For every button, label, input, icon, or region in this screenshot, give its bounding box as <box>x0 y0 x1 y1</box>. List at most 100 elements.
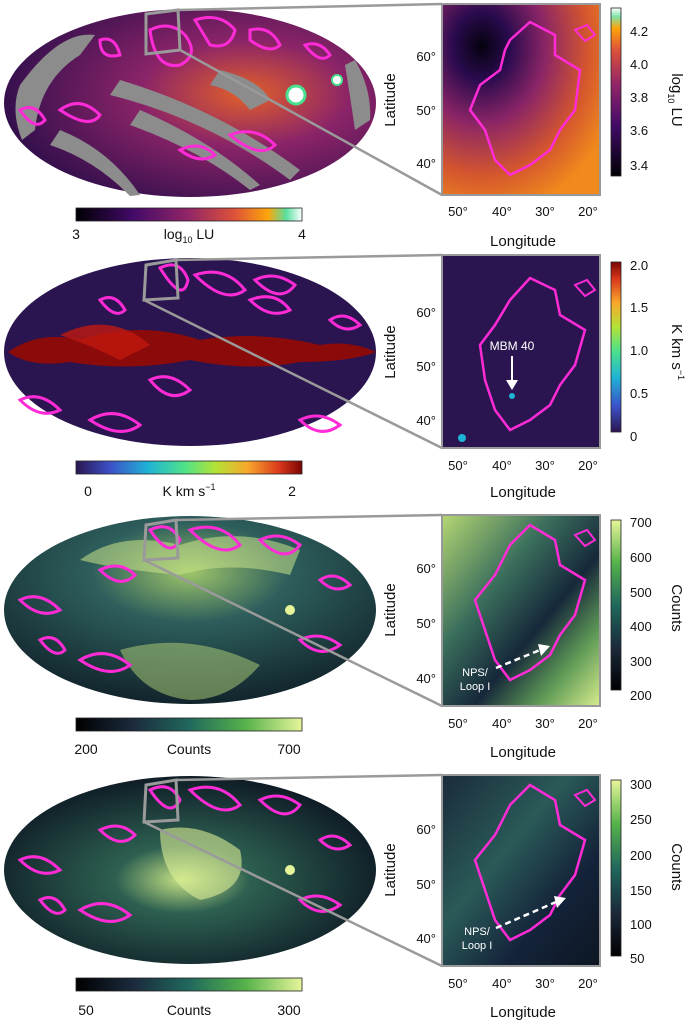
zoom-x-tick: 50° <box>448 716 468 731</box>
zoom-x-tick: 50° <box>448 204 468 219</box>
zoom-y-tick: 40° <box>416 413 436 428</box>
mbm-40-source <box>509 393 515 399</box>
cloud-contours <box>17 263 363 433</box>
zoom-y-tick: 50° <box>416 877 436 892</box>
cbar-right-tick: 4.0 <box>630 57 648 72</box>
nps-loop-arrow <box>495 648 541 670</box>
zoom-x-tick: 30° <box>535 204 555 219</box>
zoom-x-tick: 30° <box>535 976 555 991</box>
mask-region <box>15 34 96 141</box>
galactic-plane-band <box>60 324 150 360</box>
zoom-x-tick: 40° <box>492 976 512 991</box>
cbar-right-label: Counts <box>668 584 685 632</box>
panel-1 <box>4 2 622 222</box>
zoom-connector <box>143 558 443 708</box>
zoom-xlabel: Longitude <box>490 233 556 250</box>
nps-loop-arrow <box>495 900 557 930</box>
zoom-map-1 <box>442 4 600 195</box>
zoom-region-box <box>142 258 180 302</box>
panel-3 <box>4 513 622 732</box>
cbar-right-tick: 200 <box>630 848 652 863</box>
zoom-frame <box>441 514 601 707</box>
zoom-region-box <box>142 518 180 562</box>
corner-source <box>458 434 466 442</box>
zoom-y-tick: 50° <box>416 103 436 118</box>
cbar-right-tick: 200 <box>630 688 652 703</box>
zoom-x-tick: 20° <box>578 976 598 991</box>
mask-region <box>130 110 260 190</box>
zoom-contour <box>573 278 597 298</box>
zoom-x-tick: 20° <box>578 204 598 219</box>
zoom-x-tick: 30° <box>535 716 555 731</box>
zoom-connector <box>179 48 443 197</box>
zoom-contour <box>473 523 587 682</box>
zoom-connector <box>143 820 443 968</box>
mask-region <box>210 70 270 110</box>
bright-emission <box>120 642 260 700</box>
mask-region <box>110 80 300 180</box>
cbar-bottom-min: 0 <box>84 483 92 499</box>
zoom-y-tick: 50° <box>416 616 436 631</box>
zoom-y-tick: 60° <box>416 822 436 837</box>
bright-emission <box>160 827 242 900</box>
zoom-ylabel: Latitude <box>382 73 399 126</box>
zoom-contour <box>573 788 597 808</box>
cbar-right-tick: 3.6 <box>630 123 648 138</box>
cbar-bottom-max: 300 <box>277 1002 301 1018</box>
zoom-frame <box>441 3 601 196</box>
cloud-contours <box>17 16 332 161</box>
cloud-contours <box>17 785 353 923</box>
cbar-right-tick: 600 <box>630 550 652 565</box>
cbar-right-tick: 3.4 <box>630 158 648 173</box>
zoom-x-tick: 40° <box>492 716 512 731</box>
cbar-right-tick: 1.0 <box>630 343 648 358</box>
zoom-x-tick: 30° <box>535 458 555 473</box>
allsky-map-1 <box>4 9 376 197</box>
nps-loop-arrowhead <box>554 896 566 908</box>
zoom-y-tick: 60° <box>416 49 436 64</box>
cbar-bottom-min: 200 <box>74 741 98 757</box>
zoom-contour <box>573 23 597 43</box>
zoom-x-tick: 50° <box>448 458 468 473</box>
nps-loop-arrowhead <box>538 644 550 656</box>
cbar-bottom-max: 4 <box>298 226 306 242</box>
cbar-right-tick: 4.2 <box>630 24 648 39</box>
zoom-x-tick: 40° <box>492 204 512 219</box>
zoom-x-tick: 50° <box>448 976 468 991</box>
mbm-40-label: MBM 40 <box>490 339 535 353</box>
zoom-connector <box>177 2 443 12</box>
zoom-y-tick: 60° <box>416 305 436 320</box>
zoom-connector <box>175 253 443 262</box>
nps-loop-label: NPS/ <box>464 926 491 938</box>
cbar-right-tick: 2.0 <box>630 258 648 273</box>
cbar-right-label: Counts <box>668 843 685 891</box>
zoom-contour <box>468 20 582 177</box>
cbar-right-tick: 0.5 <box>630 386 648 401</box>
nps-loop-label: NPS/ <box>462 667 489 679</box>
zoom-x-tick: 40° <box>492 458 512 473</box>
zoom-connector <box>175 773 443 782</box>
bright-source <box>331 74 343 86</box>
cbar-right-tick: 100 <box>630 917 652 932</box>
zoom-xlabel: Longitude <box>490 1004 556 1021</box>
cbar-right-label: log10 LU <box>666 73 685 126</box>
zoom-frame <box>441 774 601 967</box>
cbar-right-tick: 250 <box>630 812 652 827</box>
mask-region <box>50 130 140 196</box>
cbar-right-tick: 500 <box>630 585 652 600</box>
colorbar-bottom-4 <box>75 977 303 992</box>
cbar-bottom-label: Counts <box>167 1002 211 1018</box>
panel-2 <box>4 253 622 475</box>
cbar-bottom-label: K km s−1 <box>162 482 215 499</box>
zoom-contour <box>473 783 587 942</box>
zoom-y-tick: 60° <box>416 561 436 576</box>
zoom-y-tick: 50° <box>416 359 436 374</box>
cbar-bottom-label: log10 LU <box>164 226 215 245</box>
cbar-right-tick: 0 <box>630 429 637 444</box>
bright-emission <box>80 536 300 575</box>
bright-source <box>285 84 307 106</box>
colorbar-right-4 <box>610 779 622 957</box>
zoom-xlabel: Longitude <box>490 484 556 501</box>
cbar-bottom-min: 50 <box>78 1002 94 1018</box>
zoom-xlabel: Longitude <box>490 744 556 761</box>
